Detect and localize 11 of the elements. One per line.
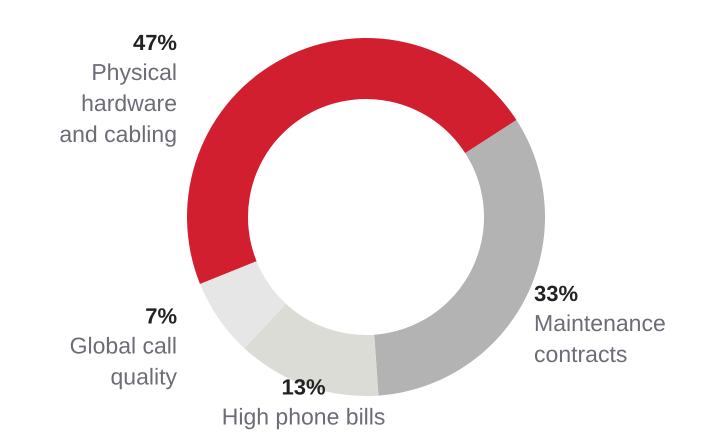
slice-label: Maintenance contracts xyxy=(534,310,666,368)
data-label: 47% xyxy=(132,30,177,56)
data-label: 33% xyxy=(534,281,578,306)
data-label: 13% xyxy=(282,374,326,400)
slice-label: Global call quality xyxy=(70,332,178,390)
donut-slice xyxy=(187,38,516,284)
data-label: 7% xyxy=(145,304,177,329)
donut-slice xyxy=(200,261,286,348)
slice-label: High phone bills xyxy=(222,403,386,430)
slice-label: Physical hardware and cabling xyxy=(59,59,177,148)
donut-slice xyxy=(244,304,378,396)
